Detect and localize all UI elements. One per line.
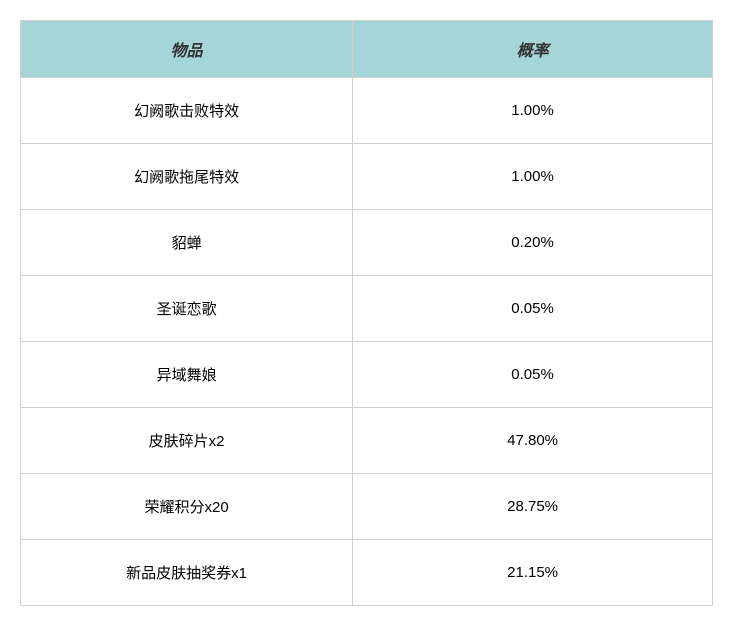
cell-item: 貂蝉 [21,210,353,276]
cell-probability: 1.00% [353,144,713,210]
table-row: 圣诞恋歌 0.05% [21,276,713,342]
cell-probability: 0.05% [353,342,713,408]
table-row: 幻阙歌拖尾特效 1.00% [21,144,713,210]
cell-probability: 0.05% [353,276,713,342]
cell-item: 异域舞娘 [21,342,353,408]
cell-item: 新品皮肤抽奖券x1 [21,540,353,606]
header-item: 物品 [21,21,353,78]
cell-item: 幻阙歌拖尾特效 [21,144,353,210]
cell-probability: 47.80% [353,408,713,474]
table-header-row: 物品 概率 [21,21,713,78]
table-header: 物品 概率 [21,21,713,78]
cell-probability: 21.15% [353,540,713,606]
cell-item: 圣诞恋歌 [21,276,353,342]
table-row: 幻阙歌击败特效 1.00% [21,78,713,144]
probability-table: 物品 概率 幻阙歌击败特效 1.00% 幻阙歌拖尾特效 1.00% 貂蝉 0.2… [20,20,713,606]
table-row: 皮肤碎片x2 47.80% [21,408,713,474]
table-row: 荣耀积分x20 28.75% [21,474,713,540]
table-body: 幻阙歌击败特效 1.00% 幻阙歌拖尾特效 1.00% 貂蝉 0.20% 圣诞恋… [21,78,713,606]
cell-probability: 28.75% [353,474,713,540]
header-probability: 概率 [353,21,713,78]
cell-item: 荣耀积分x20 [21,474,353,540]
table-row: 新品皮肤抽奖券x1 21.15% [21,540,713,606]
cell-item: 皮肤碎片x2 [21,408,353,474]
table-row: 貂蝉 0.20% [21,210,713,276]
table-row: 异域舞娘 0.05% [21,342,713,408]
cell-probability: 1.00% [353,78,713,144]
cell-probability: 0.20% [353,210,713,276]
cell-item: 幻阙歌击败特效 [21,78,353,144]
